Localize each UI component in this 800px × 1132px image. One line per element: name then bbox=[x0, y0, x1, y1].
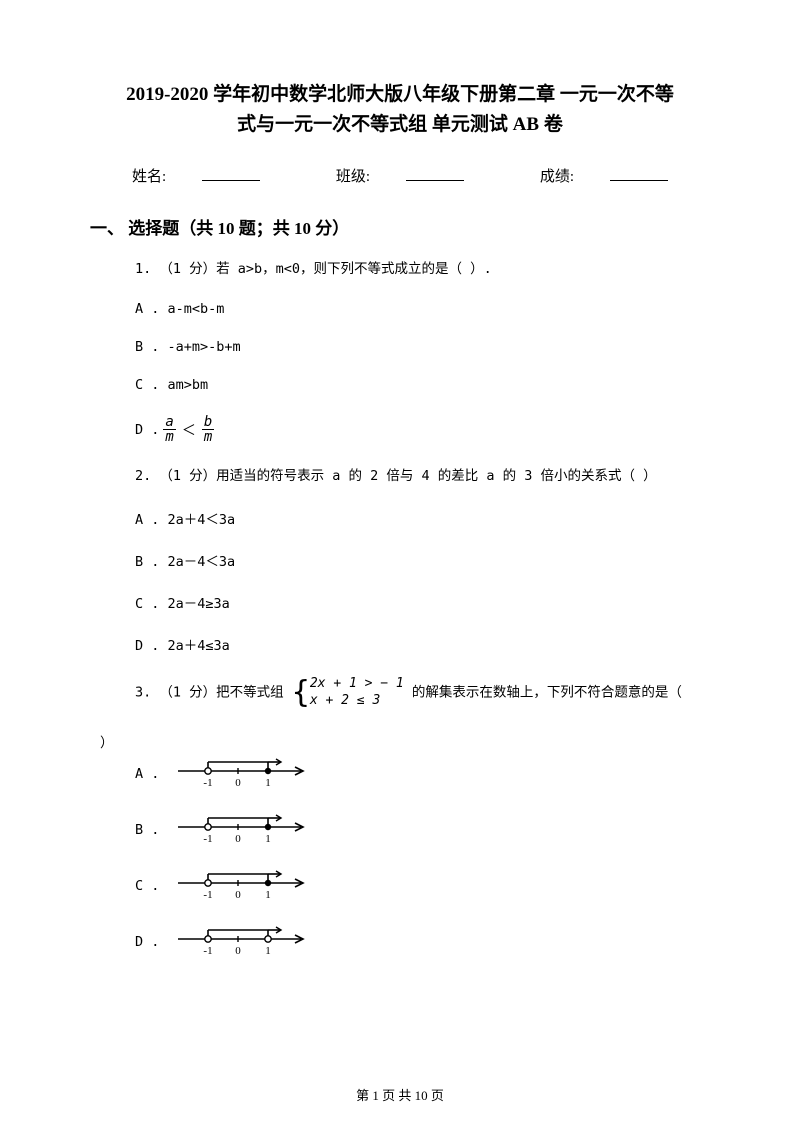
svg-text:-1: -1 bbox=[204, 833, 213, 845]
name-blank bbox=[202, 167, 260, 181]
fraction-bm: b m bbox=[202, 415, 214, 444]
name-label: 姓名: bbox=[132, 165, 166, 186]
fraction-am: a m bbox=[163, 415, 175, 444]
q3-optB: B . -1 0 1 bbox=[135, 813, 710, 847]
frac-num: b bbox=[202, 415, 214, 430]
page-footer: 第 1 页 共 10 页 bbox=[0, 1085, 800, 1104]
svg-text:1: 1 bbox=[266, 777, 272, 789]
svg-text:-1: -1 bbox=[204, 777, 213, 789]
left-brace-icon: { bbox=[292, 678, 310, 708]
q2-optD: D . 2a＋4≤3a bbox=[135, 634, 710, 654]
q3-tail: ） bbox=[100, 731, 710, 751]
lt-symbol: ＜ bbox=[182, 420, 196, 440]
sys-line1: 2x + 1 > − 1 bbox=[310, 676, 404, 692]
svg-text:1: 1 bbox=[266, 945, 272, 957]
q3-optB-label: B . bbox=[135, 822, 159, 838]
q3-post: 的解集表示在数轴上，下列不符合题意的是（ bbox=[412, 685, 682, 701]
numberline-C: -1 0 1 bbox=[173, 869, 313, 903]
svg-text:0: 0 bbox=[236, 777, 242, 789]
title-line1: 2019-2020 学年初中数学北师大版八年级下册第二章 一元一次不等 bbox=[90, 80, 710, 110]
q3-optC: C . -1 0 1 bbox=[135, 869, 710, 903]
q1-optD: D . a m ＜ b m bbox=[135, 415, 710, 444]
score-label: 成绩: bbox=[540, 165, 574, 186]
svg-text:0: 0 bbox=[236, 889, 242, 901]
svg-text:1: 1 bbox=[266, 833, 272, 845]
numberline-D: -1 0 1 bbox=[173, 925, 313, 959]
q1-optD-label: D . bbox=[135, 422, 159, 438]
svg-text:0: 0 bbox=[236, 945, 242, 957]
numberline-B: -1 0 1 bbox=[173, 813, 313, 847]
q3-optD: D . -1 0 1 bbox=[135, 925, 710, 959]
q3-optA-label: A . bbox=[135, 766, 159, 782]
q2-optB: B . 2a－4＜3a bbox=[135, 550, 710, 570]
q2-text: 2. （1 分）用适当的符号表示 a 的 2 倍与 4 的差比 a 的 3 倍小… bbox=[135, 466, 710, 486]
q3-optD-label: D . bbox=[135, 934, 159, 950]
q3-optA: A . -1 0 1 bbox=[135, 757, 710, 791]
frac-num: a bbox=[163, 415, 175, 430]
q1-text: 1. （1 分）若 a>b，m<0，则下列不等式成立的是（ ）. bbox=[135, 259, 710, 279]
frac-den: m bbox=[202, 430, 214, 444]
q3-text: 3. （1 分）把不等式组 { 2x + 1 > − 1 x + 2 ≤ 3 的… bbox=[135, 676, 710, 709]
info-row: 姓名: 班级: 成绩: bbox=[90, 165, 710, 186]
numberline-A: -1 0 1 bbox=[173, 757, 313, 791]
q3-optC-label: C . bbox=[135, 878, 159, 894]
q3-pre: 3. （1 分）把不等式组 bbox=[135, 685, 284, 701]
svg-text:1: 1 bbox=[266, 889, 272, 901]
q1-optC: C . am>bm bbox=[135, 377, 710, 393]
svg-text:-1: -1 bbox=[204, 889, 213, 901]
q2-optA: A . 2a＋4＜3a bbox=[135, 508, 710, 528]
svg-text:0: 0 bbox=[236, 833, 242, 845]
inequality-system: { 2x + 1 > − 1 x + 2 ≤ 3 bbox=[292, 676, 404, 709]
sys-line2: x + 2 ≤ 3 bbox=[310, 693, 404, 709]
class-label: 班级: bbox=[336, 165, 370, 186]
title-line2: 式与一元一次不等式组 单元测试 AB 卷 bbox=[90, 110, 710, 140]
q1-optA: A . a-m<b-m bbox=[135, 301, 710, 317]
q2-optC: C . 2a－4≥3a bbox=[135, 592, 710, 612]
frac-den: m bbox=[163, 430, 175, 444]
score-blank bbox=[610, 167, 668, 181]
section-heading: 一、 选择题（共 10 题；共 10 分） bbox=[90, 214, 710, 239]
svg-text:-1: -1 bbox=[204, 945, 213, 957]
q1-optB: B . -a+m>-b+m bbox=[135, 339, 710, 355]
class-blank bbox=[406, 167, 464, 181]
